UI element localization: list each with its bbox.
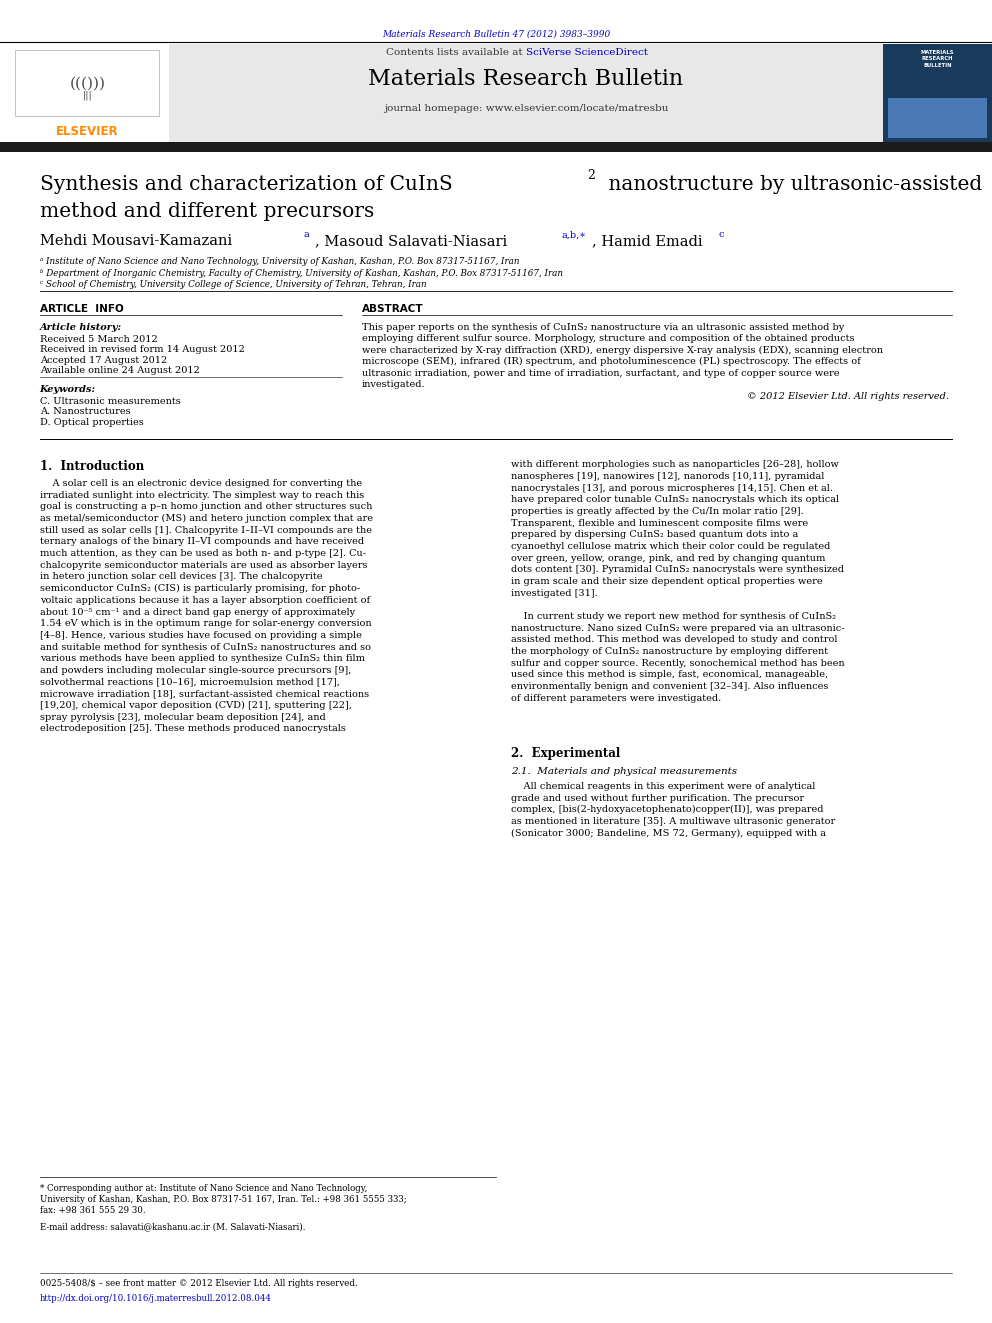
Text: investigated.: investigated. bbox=[362, 381, 426, 389]
FancyBboxPatch shape bbox=[15, 50, 159, 116]
Text: 1.  Introduction: 1. Introduction bbox=[40, 460, 144, 474]
Text: E-mail address: salavati@kashanu.ac.ir (M. Salavati-Niasari).: E-mail address: salavati@kashanu.ac.ir (… bbox=[40, 1222, 306, 1232]
Text: a: a bbox=[304, 230, 310, 239]
Text: employing different sulfur source. Morphology, structure and composition of the : employing different sulfur source. Morph… bbox=[362, 335, 854, 344]
Text: Accepted 17 August 2012: Accepted 17 August 2012 bbox=[40, 356, 167, 365]
Text: ᶜ School of Chemistry, University College of Science, University of Tehran, Tehr: ᶜ School of Chemistry, University Colleg… bbox=[40, 280, 427, 290]
FancyBboxPatch shape bbox=[888, 98, 987, 138]
FancyBboxPatch shape bbox=[169, 44, 883, 142]
Text: Materials Research Bulletin: Materials Research Bulletin bbox=[368, 69, 683, 90]
Text: Keywords:: Keywords: bbox=[40, 385, 96, 394]
Text: with different morphologies such as nanoparticles [26–28], hollow
nanospheres [1: with different morphologies such as nano… bbox=[511, 460, 844, 703]
FancyBboxPatch shape bbox=[883, 44, 992, 142]
Text: , Hamid Emadi: , Hamid Emadi bbox=[592, 234, 703, 249]
Text: Received in revised form 14 August 2012: Received in revised form 14 August 2012 bbox=[40, 345, 245, 355]
Text: D. Optical properties: D. Optical properties bbox=[40, 418, 144, 427]
Text: journal homepage: www.elsevier.com/locate/matresbu: journal homepage: www.elsevier.com/locat… bbox=[384, 105, 668, 112]
Text: ABSTRACT: ABSTRACT bbox=[362, 304, 424, 315]
Text: * Corresponding author at: Institute of Nano Science and Nano Technology,
Univer: * Corresponding author at: Institute of … bbox=[40, 1184, 407, 1216]
Text: 2.  Experimental: 2. Experimental bbox=[511, 747, 620, 761]
Text: 2.1.  Materials and physical measurements: 2.1. Materials and physical measurements bbox=[511, 767, 737, 777]
Text: Received 5 March 2012: Received 5 March 2012 bbox=[40, 335, 158, 344]
Text: |||: ||| bbox=[82, 90, 92, 101]
FancyBboxPatch shape bbox=[0, 142, 992, 152]
Text: Synthesis and characterization of CuInS: Synthesis and characterization of CuInS bbox=[40, 175, 452, 193]
Text: nanostructure by ultrasonic-assisted: nanostructure by ultrasonic-assisted bbox=[602, 175, 982, 193]
Text: All chemical reagents in this experiment were of analytical
grade and used witho: All chemical reagents in this experiment… bbox=[511, 782, 835, 837]
Text: © 2012 Elsevier Ltd. All rights reserved.: © 2012 Elsevier Ltd. All rights reserved… bbox=[747, 392, 949, 401]
Text: were characterized by X-ray diffraction (XRD), energy dispersive X-ray analysis : were characterized by X-ray diffraction … bbox=[362, 345, 883, 355]
Text: SciVerse ScienceDirect: SciVerse ScienceDirect bbox=[526, 49, 648, 57]
Text: Materials Research Bulletin 47 (2012) 3983–3990: Materials Research Bulletin 47 (2012) 39… bbox=[382, 29, 610, 38]
Text: ARTICLE  INFO: ARTICLE INFO bbox=[40, 304, 123, 315]
Text: A. Nanostructures: A. Nanostructures bbox=[40, 407, 130, 417]
Text: Article history:: Article history: bbox=[40, 323, 122, 332]
Text: a,b,∗: a,b,∗ bbox=[561, 230, 586, 239]
Text: ᵇ Department of Inorganic Chemistry, Faculty of Chemistry, University of Kashan,: ᵇ Department of Inorganic Chemistry, Fac… bbox=[40, 269, 562, 278]
Text: ELSEVIER: ELSEVIER bbox=[56, 124, 119, 138]
Text: Available online 24 August 2012: Available online 24 August 2012 bbox=[40, 366, 199, 376]
Text: ᵃ Institute of Nano Science and Nano Technology, University of Kashan, Kashan, P: ᵃ Institute of Nano Science and Nano Tec… bbox=[40, 257, 519, 266]
Text: Mehdi Mousavi-Kamazani: Mehdi Mousavi-Kamazani bbox=[40, 234, 232, 249]
Text: C. Ultrasonic measurements: C. Ultrasonic measurements bbox=[40, 397, 181, 406]
Text: http://dx.doi.org/10.1016/j.materresbull.2012.08.044: http://dx.doi.org/10.1016/j.materresbull… bbox=[40, 1294, 272, 1303]
Text: c: c bbox=[718, 230, 724, 239]
Text: 2: 2 bbox=[587, 169, 595, 183]
Text: Contents lists available at: Contents lists available at bbox=[386, 49, 526, 57]
Text: microscope (SEM), infrared (IR) spectrum, and photoluminescence (PL) spectroscop: microscope (SEM), infrared (IR) spectrum… bbox=[362, 357, 861, 366]
Text: A solar cell is an electronic device designed for converting the
irradiated sunl: A solar cell is an electronic device des… bbox=[40, 479, 373, 733]
Text: MATERIALS
RESEARCH
BULLETIN: MATERIALS RESEARCH BULLETIN bbox=[921, 50, 954, 67]
Text: ((())): ((())) bbox=[69, 77, 105, 90]
Text: method and different precursors: method and different precursors bbox=[40, 202, 374, 221]
Text: 0025-5408/$ – see front matter © 2012 Elsevier Ltd. All rights reserved.: 0025-5408/$ – see front matter © 2012 El… bbox=[40, 1279, 357, 1289]
Text: This paper reports on the synthesis of CuInS₂ nanostructure via an ultrasonic as: This paper reports on the synthesis of C… bbox=[362, 323, 844, 332]
Text: , Masoud Salavati-Niasari: , Masoud Salavati-Niasari bbox=[315, 234, 508, 249]
FancyBboxPatch shape bbox=[0, 44, 169, 142]
Text: ultrasonic irradiation, power and time of irradiation, surfactant, and type of c: ultrasonic irradiation, power and time o… bbox=[362, 369, 839, 378]
